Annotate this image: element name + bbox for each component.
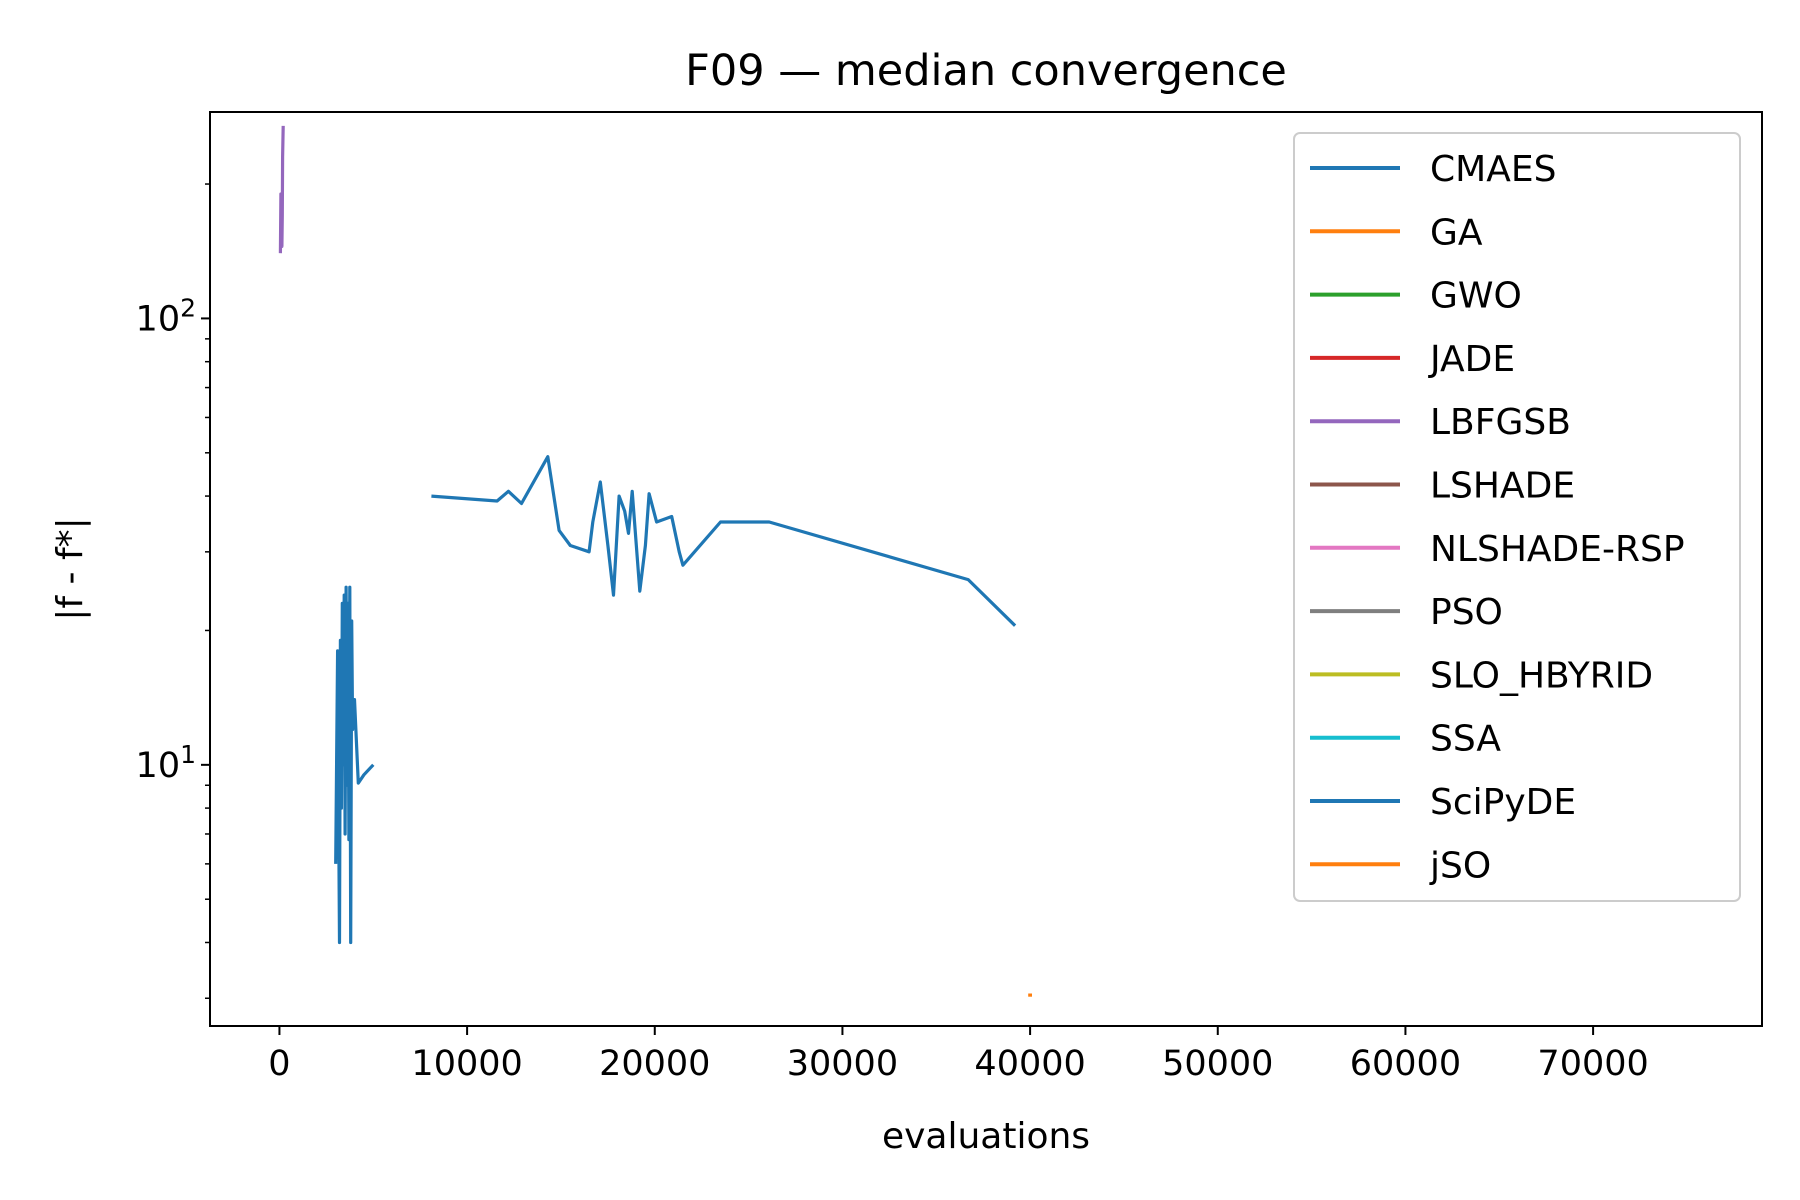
- legend: CMAES GA GWO JADE LBFGSB LSHADE NLSHADE-RSP PSO…: [1293, 132, 1741, 902]
- chart-title: F09 — median convergence: [685, 46, 1287, 96]
- legend-entry: SSA: [1430, 719, 1501, 760]
- legend-entry: JADE: [1428, 339, 1515, 380]
- x-tick-label: 0: [268, 1044, 290, 1084]
- legend-entry: LBFGSB: [1430, 402, 1571, 443]
- legend-entry: SciPyDE: [1430, 782, 1576, 823]
- series-line-lbfgsb: [278, 125, 285, 254]
- x-tick-label: 70000: [1537, 1044, 1648, 1084]
- series-layer: [278, 125, 1032, 997]
- y-tick-label: 101: [136, 740, 196, 786]
- plot-area-frame: [209, 111, 1763, 1027]
- legend-items: CMAES GA GWO JADE LBFGSB LSHADE NLSHADE-RSP PSO…: [1310, 149, 1685, 886]
- series-line-cmaes: [334, 585, 375, 945]
- x-tick-label: 10000: [411, 1044, 522, 1084]
- x-tick-label: 40000: [974, 1044, 1085, 1084]
- legend-box: [1293, 132, 1741, 902]
- x-axis-label: evaluations: [882, 1116, 1090, 1157]
- legend-entry: jSO: [1429, 845, 1491, 886]
- legend-entry: CMAES: [1430, 149, 1556, 190]
- x-axis: 0 10000 20000 30000 40000 50000 60000 70000: [268, 1026, 1649, 1084]
- x-tick-label: 50000: [1162, 1044, 1273, 1084]
- legend-entry: PSO: [1430, 592, 1503, 633]
- series-line-scipyde: [431, 455, 1017, 627]
- x-tick-label: 60000: [1350, 1044, 1461, 1084]
- legend-entry: GWO: [1430, 276, 1522, 317]
- x-tick-label: 20000: [599, 1044, 710, 1084]
- legend-entry: SLO_HBYRID: [1430, 655, 1653, 696]
- y-axis-label: |f - f*|: [50, 517, 91, 620]
- y-tick-label: 102: [136, 293, 196, 339]
- legend-entry: NLSHADE-RSP: [1430, 529, 1685, 570]
- y-axis: 101 102: [136, 183, 210, 1000]
- x-tick-label: 30000: [787, 1044, 898, 1084]
- legend-entry: LSHADE: [1430, 466, 1575, 507]
- legend-entry: GA: [1430, 212, 1483, 253]
